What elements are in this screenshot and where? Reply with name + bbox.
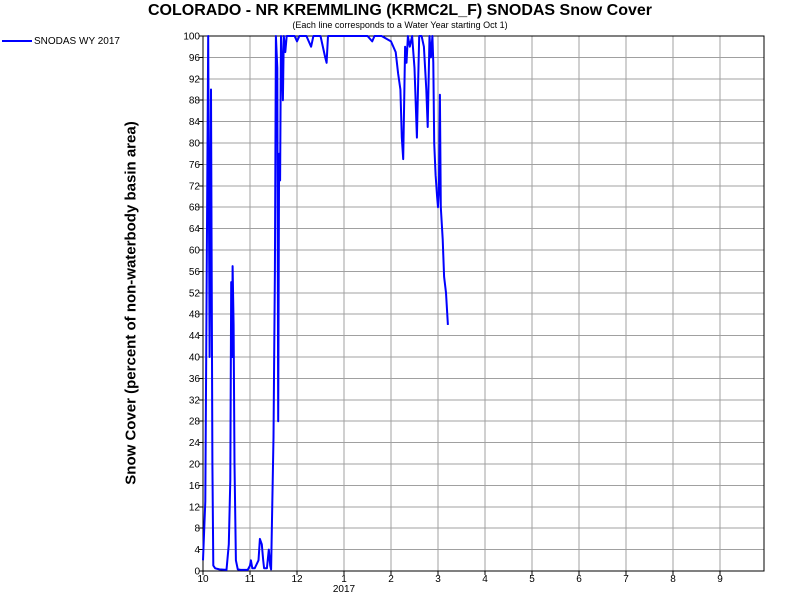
y-tick-label: 40 bbox=[189, 353, 201, 364]
y-tick-label: 12 bbox=[189, 502, 201, 513]
legend-line-swatch bbox=[2, 40, 32, 43]
x-tick-label: 7 bbox=[623, 574, 629, 585]
y-tick-label: 0 bbox=[194, 567, 200, 578]
y-tick-label: 68 bbox=[189, 203, 201, 214]
y-tick-label: 64 bbox=[189, 224, 201, 235]
y-tick-label: 8 bbox=[194, 524, 200, 535]
chart-subtitle: (Each line corresponds to a Water Year s… bbox=[292, 20, 508, 30]
legend-series-label: SNODAS WY 2017 bbox=[34, 36, 120, 47]
chart-title: COLORADO - NR KREMMLING (KRMC2L_F) SNODA… bbox=[148, 2, 652, 19]
y-tick-label: 76 bbox=[189, 160, 201, 171]
x-tick-label: 5 bbox=[529, 574, 535, 585]
x-tick-label: 11 bbox=[245, 574, 256, 585]
series-line bbox=[202, 35, 449, 571]
x-tick-label: 12 bbox=[291, 574, 303, 585]
y-tick-label: 36 bbox=[189, 374, 201, 385]
y-tick-label: 88 bbox=[189, 96, 201, 107]
x-tick-label: 6 bbox=[576, 574, 582, 585]
x-tick-label: 8 bbox=[670, 574, 676, 585]
y-tick-label: 56 bbox=[189, 267, 201, 278]
y-tick-label: 44 bbox=[189, 331, 201, 342]
legend: SNODAS WY 2017 bbox=[2, 36, 120, 47]
y-tick-label: 28 bbox=[189, 417, 201, 428]
y-tick-label: 24 bbox=[189, 438, 201, 449]
y-tick-label: 80 bbox=[189, 139, 201, 150]
y-tick-label: 72 bbox=[189, 181, 201, 192]
y-tick-label: 48 bbox=[189, 310, 201, 321]
y-tick-label: 60 bbox=[189, 246, 201, 257]
y-tick-label: 96 bbox=[189, 53, 201, 64]
y-tick-label: 20 bbox=[189, 460, 201, 471]
y-tick-label: 4 bbox=[194, 545, 200, 556]
y-tick-label: 84 bbox=[189, 117, 201, 128]
y-tick-label: 16 bbox=[189, 481, 201, 492]
plot-frame bbox=[202, 35, 765, 572]
y-tick-label: 92 bbox=[189, 74, 201, 85]
x-tick-label: 4 bbox=[482, 574, 488, 585]
x-tick-label: 10 bbox=[197, 574, 209, 585]
y-tick-label: 100 bbox=[183, 32, 200, 43]
y-tick-label: 52 bbox=[189, 288, 201, 299]
x-tick-label: 9 bbox=[717, 574, 723, 585]
y-tick-label: 32 bbox=[189, 395, 201, 406]
x-tick-label: 2 bbox=[388, 574, 394, 585]
x-tick-label: 3 bbox=[435, 574, 441, 585]
x-year-label: 2017 bbox=[333, 584, 356, 595]
x-tick-label: 1 bbox=[341, 574, 347, 585]
